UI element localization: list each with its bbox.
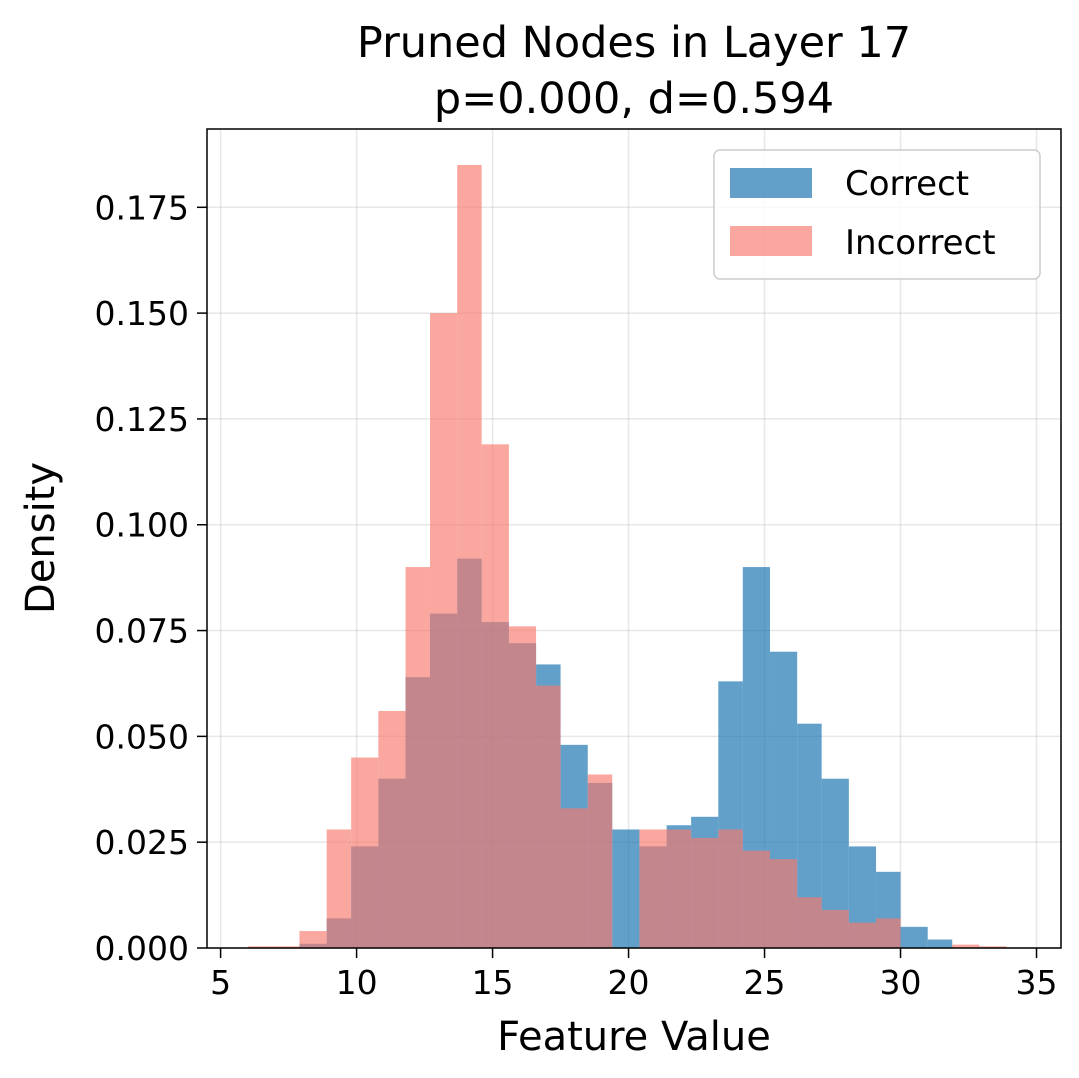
histogram-bar-incorrect [326,829,352,948]
legend: Correct Incorrect [713,149,1041,280]
histogram-bar-correct [900,926,928,948]
histogram-bar-incorrect [639,829,667,948]
legend-label-correct: Correct [845,164,969,204]
legend-swatch-incorrect [730,226,812,256]
histogram-bar-incorrect [876,918,901,948]
histogram-bar-correct [927,939,953,948]
x-tick-label: 25 [744,963,786,1002]
y-axis-label: Density [18,462,64,614]
histogram-bar-correct [612,829,640,948]
legend-swatch-correct [730,168,812,198]
plot-area-frame [206,128,1062,949]
histogram-bar-incorrect [742,850,770,948]
histogram-bar-incorrect [718,829,743,948]
histogram-bar-incorrect [536,685,561,948]
histogram-bars [247,164,1007,948]
title-line-1: Pruned Nodes in Layer 17 [357,18,911,68]
x-axis-ticks: 5 10 15 20 25 30 35 [210,948,1058,1002]
histogram-bar-incorrect [351,757,379,948]
histogram-bar-incorrect [508,626,537,948]
y-axis-ticks: 0.000 0.025 0.050 0.075 0.100 0.125 0.150 0.175 [95,188,207,968]
x-tick-label: 15 [472,963,514,1002]
y-tick-label: 0.125 [95,400,189,439]
x-tick-label: 5 [210,963,231,1002]
y-tick-label: 0.075 [95,612,189,651]
x-tick-label: 20 [608,963,650,1002]
histogram-bar-incorrect [247,946,275,948]
histogram-bar-incorrect [299,931,327,948]
x-tick-label: 30 [880,963,922,1002]
histogram-bar-incorrect [821,909,849,948]
y-tick-label: 0.175 [95,188,189,227]
y-tick-label: 0.000 [95,929,189,968]
x-tick-label: 35 [1016,963,1058,1002]
series-incorrect-bars [247,164,1007,948]
histogram-bar-incorrect [797,897,822,948]
histogram-bar-incorrect [848,922,877,948]
x-axis-label: Feature Value [497,1014,771,1060]
histogram-bar-incorrect [952,944,980,948]
histogram-bar-incorrect [274,946,300,948]
y-tick-label: 0.150 [95,294,189,333]
histogram-bar-incorrect [481,444,509,948]
histogram-bar-incorrect [666,829,692,948]
histogram-bar-incorrect [457,164,482,948]
histogram-bar-incorrect [769,859,798,948]
histogram-bar-incorrect [430,313,458,948]
y-tick-label: 0.100 [95,506,189,545]
y-tick-label: 0.050 [95,717,189,756]
title-line-2: p=0.000, d=0.594 [434,74,834,124]
histogram-bar-incorrect [691,837,719,948]
histogram-bar-incorrect [587,774,613,948]
histogram-bar-incorrect [405,567,431,948]
x-tick-label: 10 [336,963,378,1002]
chart-title: Pruned Nodes in Layer 17 p=0.000, d=0.59… [357,18,911,124]
legend-label-incorrect: Incorrect [845,223,996,263]
histogram-bar-incorrect [979,946,1007,948]
histogram-bar-incorrect [378,710,406,948]
histogram-bar-incorrect [560,808,588,948]
y-tick-label: 0.025 [95,823,189,862]
